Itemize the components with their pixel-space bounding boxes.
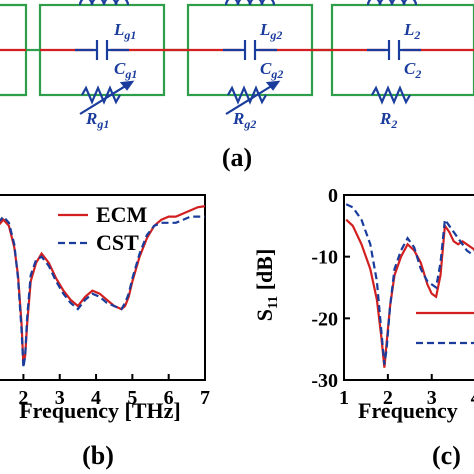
inductor-2-symbol — [366, 0, 418, 6]
resistor-g1-symbol — [81, 85, 121, 105]
panel-label-a: (a) — [222, 143, 252, 172]
chart-c-legend — [416, 311, 474, 345]
capacitor-g2-symbol — [223, 40, 277, 60]
chart-c-yticks: 0 -10 -20 -30 — [311, 185, 350, 392]
x-tick-label: 6 — [164, 387, 174, 409]
x-tick-label: 3 — [55, 387, 65, 409]
label-Rg1: Rg1 — [85, 109, 109, 131]
chart-c-ylabel: S11 [dB] — [252, 249, 281, 322]
x-tick-label: 2 — [18, 387, 28, 409]
series-line-series-2 — [345, 203, 474, 365]
panel-label-b: (b) — [82, 441, 114, 470]
y-tick-label: -20 — [311, 308, 338, 330]
inductor-g1-symbol — [78, 0, 130, 6]
chart-b-legend: ECM CST — [58, 202, 148, 255]
chart-c-xlabel: Frequency — [358, 398, 458, 423]
label-L2: L2 — [403, 20, 420, 42]
circuit-diagram: Lg1 Cg1 Rg1 Lg2 Cg2 Rg2 L2 C2 R2 (a) — [0, 0, 474, 172]
label-C2: C2 — [404, 59, 421, 81]
chart-c-series — [345, 203, 474, 368]
series-line-ecm — [0, 205, 205, 365]
x-tick-label: 3 — [427, 387, 437, 409]
branch-1 — [75, 0, 135, 115]
capacitor-2-symbol — [367, 40, 421, 60]
legend-label-cst: CST — [96, 230, 139, 255]
chart-c-xticks: 1 2 3 4 — [339, 374, 474, 409]
inductor-g2-symbol — [224, 0, 276, 6]
label-Cg2: Cg2 — [260, 59, 283, 81]
panel-label-c: (c) — [432, 441, 461, 470]
chart-b-xticks: 2 3 4 5 6 7 — [18, 374, 210, 409]
component-labels: Lg1 Cg1 Rg1 Lg2 Cg2 Rg2 L2 C2 R2 — [85, 20, 421, 131]
tunable-arrow-g2 — [225, 80, 281, 115]
y-tick-label: -10 — [311, 247, 338, 269]
label-Cg1: Cg1 — [114, 59, 137, 81]
label-R2: R2 — [379, 109, 397, 131]
x-tick-label: 5 — [127, 387, 137, 409]
label-Lg2: Lg2 — [259, 20, 282, 42]
x-tick-label: 4 — [91, 387, 101, 409]
x-tick-label: 1 — [339, 387, 349, 409]
y-tick-label: -30 — [311, 370, 338, 392]
branch-3 — [366, 0, 421, 105]
x-tick-label: 7 — [200, 387, 210, 409]
y-tick-label: 0 — [328, 185, 338, 207]
chart-b-series — [0, 205, 205, 368]
branch-2 — [223, 0, 281, 115]
series-line-cst — [0, 214, 205, 368]
legend-label-ecm: ECM — [96, 202, 148, 227]
chart-b-frame — [0, 194, 206, 381]
resistor-2-symbol — [371, 85, 411, 105]
label-Rg2: Rg2 — [232, 109, 256, 131]
chart-c-frame — [343, 194, 474, 381]
resistor-g2-symbol — [227, 85, 267, 105]
chart-b-xlabel: Frequency [THz] — [19, 398, 181, 423]
capacitor-g1-symbol — [75, 40, 129, 60]
x-tick-label: 2 — [383, 387, 393, 409]
x-tick-label: 4 — [471, 387, 474, 409]
chart-c: 1 2 3 4 0 -10 -20 -30 S11 [dB] Frequency (c) — [252, 185, 474, 470]
label-Lg1: Lg1 — [113, 20, 136, 42]
chart-b: 2 3 4 5 6 7 ECM CST Frequency [THz] (b) — [0, 194, 210, 470]
tunable-arrow-g1 — [79, 80, 135, 115]
